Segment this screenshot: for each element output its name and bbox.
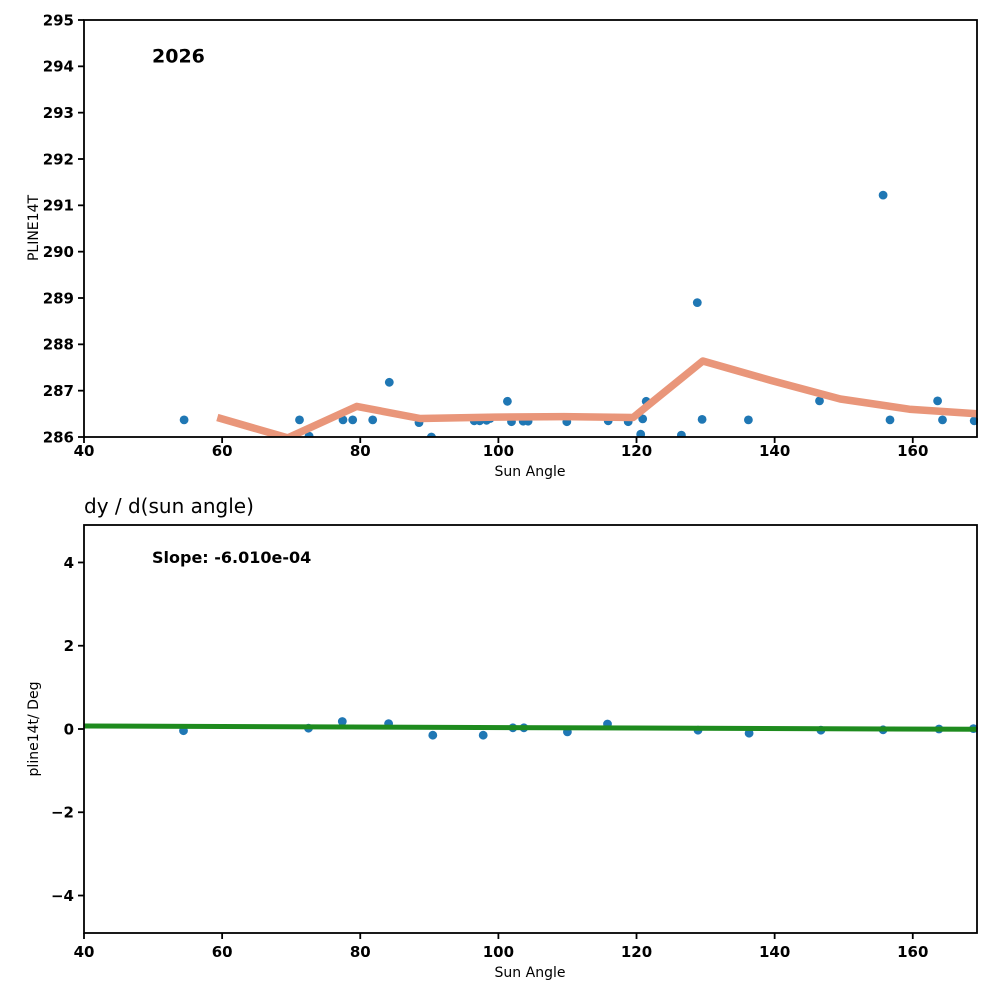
x-tick-label: 140 bbox=[759, 943, 790, 961]
x-tick-label: 100 bbox=[483, 943, 514, 961]
data-point bbox=[692, 298, 702, 307]
data-point bbox=[348, 415, 358, 425]
y-tick-label: 0 bbox=[64, 720, 74, 738]
x-tick-label: 160 bbox=[897, 943, 928, 961]
data-point bbox=[815, 396, 824, 406]
chart-panel-top: 40 60 80 100 120 140 160 286 287 288 289 290 291 292 2… bbox=[43, 11, 978, 460]
axes-frame bbox=[83, 19, 978, 438]
y-tick-label: −4 bbox=[51, 887, 74, 905]
data-point bbox=[878, 190, 888, 200]
year-annotation: 2026 bbox=[152, 45, 205, 68]
data-point bbox=[179, 415, 189, 425]
x-tick-label: 120 bbox=[621, 943, 652, 961]
x-tick-label: 60 bbox=[212, 943, 233, 961]
derivative-chart-title: dy / d(sun angle) bbox=[84, 494, 254, 518]
y-tick-label: −2 bbox=[51, 804, 74, 822]
binned-trend-line bbox=[216, 357, 978, 437]
data-point bbox=[677, 430, 686, 437]
data-point bbox=[638, 414, 648, 424]
y-tick-label: 287 bbox=[43, 382, 74, 400]
x-tick-label: 120 bbox=[621, 442, 652, 460]
y-tick-label: 2 bbox=[64, 637, 74, 655]
x-axis-label-top: Sun Angle bbox=[494, 464, 566, 480]
x-tick-label: 80 bbox=[350, 442, 371, 460]
data-point bbox=[295, 415, 304, 425]
chart-panel-bottom: 40 60 80 100 120 140 160 −4 −2 0 2 4 bbox=[51, 524, 978, 961]
linear-fit-line bbox=[83, 723, 978, 732]
y-tick-label: 289 bbox=[43, 289, 74, 307]
y-tick-label: 4 bbox=[64, 554, 74, 572]
linear-fit-line-path bbox=[83, 723, 978, 732]
x-tick-label: 160 bbox=[897, 442, 928, 460]
y-axis-label-bottom: pline14t/ Deg bbox=[26, 681, 42, 777]
data-point bbox=[368, 415, 378, 425]
data-point bbox=[478, 730, 488, 740]
x-axis-label-bottom: Sun Angle bbox=[494, 965, 566, 981]
y-tick-label: 295 bbox=[43, 11, 74, 29]
x-tick-label: 140 bbox=[759, 442, 790, 460]
y-tick-label: 290 bbox=[43, 243, 74, 261]
y-axis-label-top: PLINE14T bbox=[26, 194, 42, 262]
data-point bbox=[938, 415, 947, 425]
data-point bbox=[885, 415, 895, 425]
y-tick-label: 292 bbox=[43, 150, 74, 168]
data-point bbox=[969, 416, 978, 426]
binned-trend-line-path bbox=[216, 357, 978, 437]
data-point bbox=[503, 396, 512, 406]
y-tick-label: 286 bbox=[43, 428, 74, 446]
y-tick-label: 293 bbox=[43, 104, 74, 122]
x-tick-label: 100 bbox=[483, 442, 514, 460]
data-point bbox=[337, 717, 347, 726]
y-tick-label: 288 bbox=[43, 336, 74, 354]
data-point bbox=[428, 730, 438, 740]
data-point bbox=[427, 432, 436, 437]
data-point bbox=[636, 429, 646, 437]
y-tick-label: 294 bbox=[43, 58, 74, 76]
x-tick-label: 40 bbox=[74, 442, 95, 460]
data-point bbox=[933, 396, 942, 406]
slope-annotation: Slope: -6.010e-04 bbox=[152, 548, 312, 567]
data-point bbox=[744, 728, 754, 738]
data-point bbox=[744, 415, 753, 425]
y-tick-label: 291 bbox=[43, 197, 74, 215]
data-point bbox=[384, 377, 394, 387]
x-tick-label: 80 bbox=[350, 943, 371, 961]
x-tick-label: 40 bbox=[74, 943, 95, 961]
x-tick-label: 60 bbox=[212, 442, 233, 460]
data-point bbox=[697, 415, 707, 424]
